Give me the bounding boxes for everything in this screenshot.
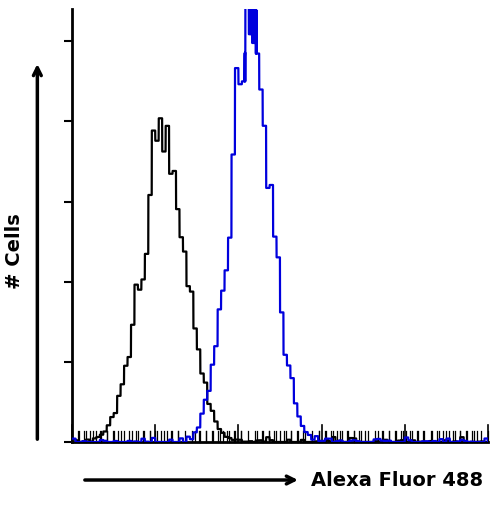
- Text: Alexa Fluor 488: Alexa Fluor 488: [311, 470, 483, 490]
- Text: # Cells: # Cells: [5, 214, 24, 289]
